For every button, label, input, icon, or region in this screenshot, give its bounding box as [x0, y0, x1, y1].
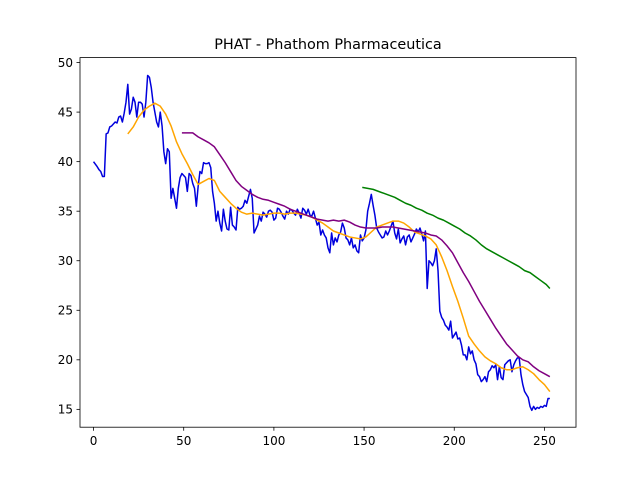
- y-tick-label: 30: [58, 254, 73, 268]
- chart-title: PHAT - Phathom Pharmaceutica: [214, 37, 442, 53]
- y-tick-label: 45: [58, 105, 73, 119]
- y-axis: 15 20 25 30 35 40 45 50: [58, 56, 80, 417]
- x-tick-label: 50: [176, 434, 191, 448]
- y-tick-label: 40: [58, 155, 73, 169]
- series-layer: [92, 74, 551, 412]
- series-line-3: [181, 132, 551, 378]
- series-line-1: [92, 74, 550, 412]
- x-tick-label: 250: [533, 434, 556, 448]
- x-tick-label: 150: [353, 434, 376, 448]
- y-tick-label: 35: [58, 204, 73, 218]
- plot-frame: [79, 57, 577, 428]
- y-tick-label: 20: [58, 353, 73, 367]
- y-tick-label: 50: [58, 56, 73, 70]
- series-line-4: [362, 186, 551, 289]
- x-axis: 0 50 100 150 200 250: [90, 427, 556, 448]
- y-tick-label: 25: [58, 304, 73, 318]
- x-tick-label: 100: [262, 434, 285, 448]
- y-tick-label: 15: [58, 403, 73, 417]
- x-tick-label: 0: [90, 434, 98, 448]
- x-tick-label: 200: [443, 434, 466, 448]
- series-line-2: [127, 102, 551, 392]
